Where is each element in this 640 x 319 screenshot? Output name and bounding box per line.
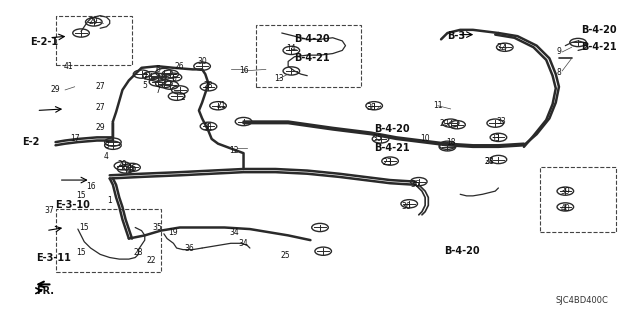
Text: 26: 26 (175, 62, 184, 71)
Text: 23: 23 (382, 158, 392, 167)
Text: 25: 25 (280, 251, 290, 260)
Text: 24: 24 (484, 157, 493, 166)
Text: 32: 32 (497, 43, 506, 52)
Text: 15: 15 (76, 191, 86, 200)
Text: 7: 7 (142, 73, 147, 82)
Text: 4: 4 (104, 152, 109, 161)
Text: 27: 27 (95, 82, 105, 91)
Text: 29: 29 (118, 160, 127, 169)
Text: 33: 33 (484, 157, 493, 166)
Text: 35: 35 (372, 134, 382, 144)
Text: 5: 5 (142, 81, 147, 90)
Text: 29: 29 (51, 85, 60, 94)
Text: B-4-21: B-4-21 (294, 53, 330, 63)
Text: 16: 16 (86, 182, 95, 191)
Text: 10: 10 (420, 134, 430, 144)
Text: 20: 20 (440, 119, 449, 128)
Text: 1: 1 (108, 196, 112, 205)
Text: 6: 6 (155, 65, 160, 74)
Text: 29: 29 (95, 123, 105, 132)
Text: 9: 9 (557, 48, 561, 56)
Text: 19: 19 (168, 228, 179, 237)
Text: 11: 11 (433, 101, 443, 110)
Text: E-3-11: E-3-11 (36, 253, 71, 263)
Text: FR.: FR. (36, 286, 54, 296)
Text: B-4-20: B-4-20 (374, 124, 410, 135)
Text: 16: 16 (239, 66, 248, 76)
Text: 39: 39 (561, 187, 570, 196)
Bar (540, 167, 616, 232)
Text: 15: 15 (79, 223, 89, 232)
Text: 34: 34 (229, 228, 239, 237)
Text: 33: 33 (497, 117, 506, 126)
Text: 31: 31 (204, 123, 213, 132)
Text: 28: 28 (134, 248, 143, 257)
Text: 37: 37 (44, 206, 54, 215)
Text: 15: 15 (76, 248, 86, 257)
Text: 30: 30 (197, 57, 207, 66)
Text: 35: 35 (152, 223, 163, 232)
Text: B-3: B-3 (447, 31, 465, 41)
Text: 13: 13 (274, 74, 284, 83)
Text: 18: 18 (446, 137, 456, 147)
Text: 3: 3 (104, 141, 109, 150)
Text: B-4-20: B-4-20 (581, 25, 617, 35)
Text: 12: 12 (229, 145, 239, 154)
Text: B-4-21: B-4-21 (374, 144, 410, 153)
Text: E-3-10: E-3-10 (56, 200, 90, 210)
Text: 22: 22 (147, 256, 156, 265)
Text: SJC4BD400C: SJC4BD400C (556, 296, 609, 305)
Text: 15: 15 (127, 165, 137, 174)
Text: 28: 28 (204, 81, 213, 90)
Text: 6: 6 (171, 74, 176, 83)
Text: B-4-20: B-4-20 (294, 34, 330, 44)
Text: 36: 36 (401, 203, 411, 211)
Text: 21: 21 (216, 101, 226, 110)
Text: 2: 2 (180, 93, 186, 102)
Text: 34: 34 (239, 239, 248, 248)
Text: 14: 14 (287, 44, 296, 53)
Text: 36: 36 (411, 180, 420, 189)
Text: 7: 7 (155, 86, 160, 95)
Text: 40: 40 (561, 204, 570, 213)
Text: 36: 36 (184, 243, 195, 253)
Text: 8: 8 (557, 68, 561, 77)
Text: 41: 41 (63, 62, 73, 71)
Text: E-2-1: E-2-1 (30, 38, 58, 48)
Text: 17: 17 (70, 134, 79, 144)
Bar (56, 16, 132, 65)
Text: 38: 38 (366, 103, 376, 112)
Text: B-4-21: B-4-21 (581, 42, 617, 52)
Text: 29: 29 (89, 18, 99, 26)
Bar (256, 25, 362, 87)
Text: E-2: E-2 (22, 137, 40, 147)
Text: 33: 33 (490, 134, 500, 144)
Text: 27: 27 (95, 103, 105, 112)
Text: B-4-20: B-4-20 (444, 246, 480, 256)
Bar (56, 209, 161, 272)
